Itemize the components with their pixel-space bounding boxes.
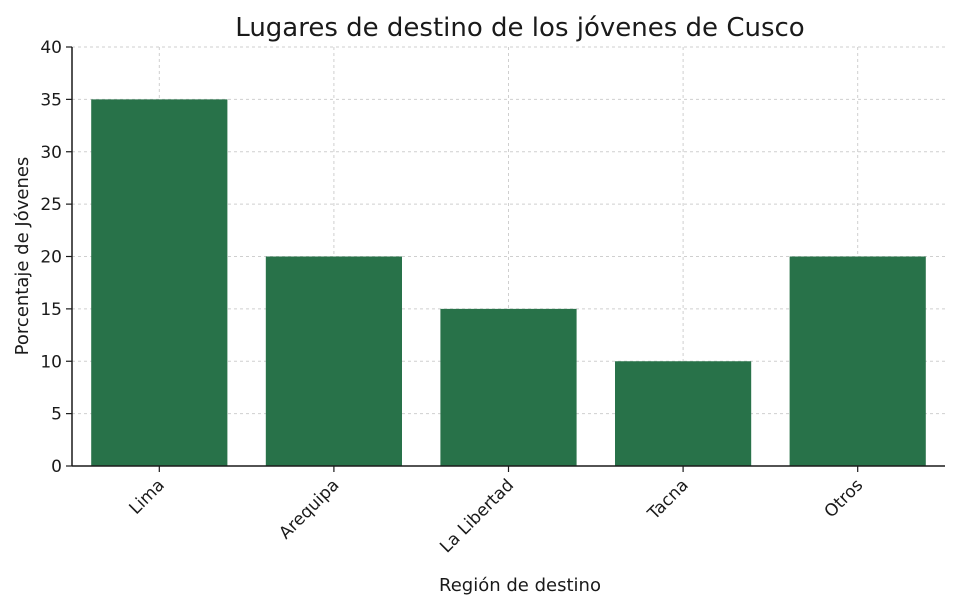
y-tick-label: 15 (40, 300, 62, 320)
x-axis-label: Región de destino (439, 575, 601, 596)
y-tick-label: 20 (40, 248, 62, 268)
bar (265, 256, 402, 466)
y-tick-label: 5 (51, 405, 62, 425)
y-ticks: 0 5 10 15 20 25 30 35 40 (40, 38, 72, 477)
bar (91, 99, 228, 466)
x-tick-label: Otros (821, 475, 868, 522)
y-tick-label: 0 (51, 457, 62, 477)
x-tick-label: Tacna (643, 475, 692, 524)
x-tick-label: Arequipa (275, 475, 343, 543)
bar (440, 308, 577, 466)
x-tick-label: La Libertad (436, 475, 518, 557)
y-tick-label: 40 (40, 38, 62, 58)
y-tick-label: 10 (40, 352, 62, 372)
y-tick-label: 30 (40, 143, 62, 163)
y-tick-label: 35 (40, 90, 62, 110)
y-tick-label: 25 (40, 195, 62, 215)
y-axis-label: Porcentaje de Jóvenes (12, 157, 33, 356)
bar (789, 256, 926, 466)
x-tick-label: Lima (126, 475, 169, 518)
x-ticks: Lima Arequipa La Libertad Tacna Otros (126, 466, 868, 557)
bars (91, 99, 926, 466)
chart-title: Lugares de destino de los jóvenes de Cus… (235, 13, 804, 43)
bar (615, 361, 752, 466)
